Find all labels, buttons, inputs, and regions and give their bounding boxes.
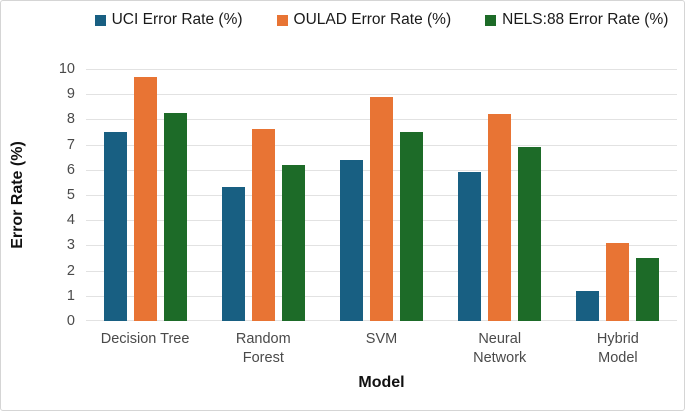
- legend-item: NELS:88 Error Rate (%): [485, 11, 668, 29]
- legend-label: OULAD Error Rate (%): [293, 11, 452, 28]
- y-tick-label: 5: [66, 187, 75, 203]
- bar: [163, 113, 187, 321]
- bar: [606, 242, 630, 321]
- legend-item: OULAD Error Rate (%): [276, 11, 452, 29]
- y-tick-label: 2: [66, 262, 75, 279]
- bar-group: [340, 96, 423, 321]
- bar: [251, 129, 275, 321]
- x-category-label: Decision Tree: [100, 331, 190, 347]
- gridline: [86, 94, 677, 95]
- y-axis-tick-labels: 0 1 2 3 4 5 6 7 8 9 10: [1, 61, 75, 329]
- x-axis-title: Model: [358, 374, 405, 391]
- bar: [340, 159, 363, 321]
- y-tick-label: 10: [58, 61, 75, 77]
- bar-group: [103, 76, 187, 321]
- legend-item: UCI Error Rate (%): [94, 11, 243, 29]
- x-category-label: Neural Network: [473, 331, 527, 366]
- bar: [488, 114, 512, 321]
- bar: [221, 187, 245, 321]
- chart-legend: UCI Error Rate (%) OULAD Error Rate (%) NE…: [86, 11, 677, 29]
- bar: [458, 172, 482, 321]
- bar-group: [576, 242, 660, 321]
- legend-label: UCI Error Rate (%): [111, 11, 243, 28]
- bar: [370, 96, 393, 321]
- gridline: [86, 69, 677, 70]
- bar: [281, 164, 305, 321]
- y-tick-label: 1: [66, 287, 75, 304]
- y-tick-label: 0: [66, 313, 75, 329]
- bar: [576, 290, 600, 321]
- y-tick-label: 7: [66, 136, 75, 153]
- y-tick-label: 3: [66, 237, 75, 254]
- y-tick-label: 6: [66, 161, 75, 178]
- bar-group: [221, 129, 305, 321]
- x-category-label: Random Forest: [235, 331, 291, 366]
- legend-swatch-icon: [485, 14, 497, 26]
- y-tick-label: 8: [66, 111, 75, 128]
- y-tick-label: 4: [66, 212, 75, 229]
- y-tick-label: 9: [66, 86, 75, 103]
- bar: [103, 132, 127, 321]
- legend-label: NELS:88 Error Rate (%): [502, 11, 669, 28]
- bar: [636, 258, 660, 321]
- x-category-label: Hybrid Model: [596, 331, 639, 366]
- plot-area: [86, 69, 677, 321]
- bar-group: [458, 114, 542, 321]
- legend-swatch-icon: [276, 14, 288, 26]
- legend-swatch-icon: [94, 14, 106, 26]
- bar: [400, 132, 423, 321]
- bar: [133, 76, 157, 321]
- x-axis-category-labels: Decision Tree Random Forest SVM Neural Netw…: [86, 330, 677, 372]
- bar: [518, 147, 542, 321]
- x-category-label: SVM: [365, 331, 398, 347]
